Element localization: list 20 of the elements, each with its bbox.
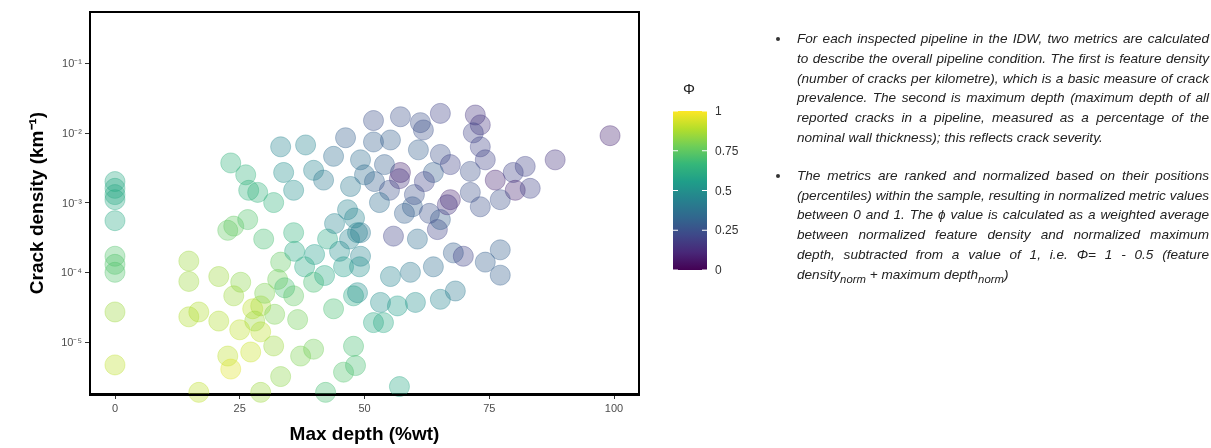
x-tick-label: 50 (358, 401, 371, 414)
x-tick-label: 75 (483, 401, 496, 414)
y-tick-label: 10⁻¹ (62, 57, 83, 70)
text: The metrics are ranked and normalized based on their positions (percentiles) within the sample, resulting in normalized metric values between 0 and 1. The ϕ value is calculated as a weighted average between normalized feature density and normalized maximum depth, subtracted from a value of 1, i.e. Φ= 1 - 0.5 (feature density$_{norm}$ + maximum depth$_{norm}$) (797, 167, 1209, 285)
text: For each inspected pipeline in the IDW, two metrics are calculated to describe the overall pipeline condition. The first is feature density (number of cracks per kilometre), which is a basic measure of crack prevalence. The second is maximum depth (maximum depth of all reported cracks in a pipeline, measured as a percentage of the nominal wall thickness); this reflects crack severity. (797, 31, 1209, 145)
color-bar-label: 0.25 (715, 223, 739, 238)
y-axis-title: Crack density (km⁻¹) (26, 111, 47, 295)
x-tick-label: 25 (233, 401, 246, 414)
y-tick-label: 10⁻⁴ (61, 266, 83, 279)
x-tick-label: 0 (111, 401, 119, 414)
y-tick-label: 10⁻⁵ (61, 336, 82, 349)
color-bar-label: 0.75 (715, 143, 739, 158)
color-bar-label: 0 (715, 263, 722, 277)
x-tick-label: 100 (604, 401, 624, 414)
color-bar-label: 0.5 (715, 183, 733, 198)
color-bar-title: Φ (683, 80, 695, 97)
y-tick-label: 10⁻² (62, 126, 83, 139)
color-bar-label: 1 (715, 104, 722, 118)
x-axis-title: Max depth (%wt) (289, 423, 440, 444)
y-tick-label: 10⁻³ (62, 196, 83, 209)
